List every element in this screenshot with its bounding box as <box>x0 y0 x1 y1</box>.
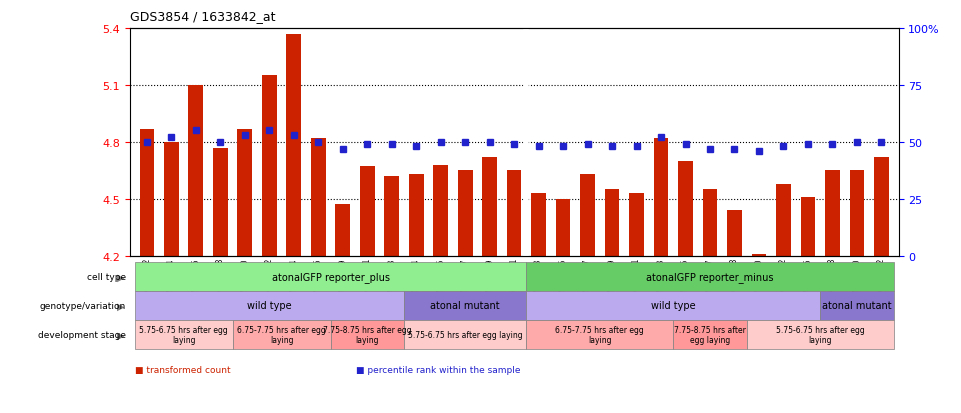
Bar <box>262 76 277 256</box>
Text: development stage: development stage <box>37 330 126 339</box>
Bar <box>384 176 399 256</box>
Bar <box>359 167 375 256</box>
Text: ▶: ▶ <box>117 301 125 311</box>
Bar <box>139 129 154 256</box>
Bar <box>213 148 228 256</box>
Text: genotype/variation: genotype/variation <box>39 301 126 310</box>
Text: wild type: wild type <box>247 301 291 311</box>
Bar <box>850 171 864 256</box>
Text: atonalGFP reporter_plus: atonalGFP reporter_plus <box>272 271 389 282</box>
Bar <box>506 171 522 256</box>
Bar <box>237 129 252 256</box>
Text: 7.75-8.75 hrs after egg
laying: 7.75-8.75 hrs after egg laying <box>323 325 411 344</box>
Text: atonal mutant: atonal mutant <box>822 301 892 311</box>
Text: 5.75-6.75 hrs after egg
laying: 5.75-6.75 hrs after egg laying <box>139 325 228 344</box>
Text: 6.75-7.75 hrs after egg
laying: 6.75-7.75 hrs after egg laying <box>555 325 644 344</box>
Bar <box>311 139 326 256</box>
Text: 6.75-7.75 hrs after egg
laying: 6.75-7.75 hrs after egg laying <box>237 325 326 344</box>
Bar <box>580 175 595 256</box>
Bar <box>604 190 620 256</box>
Text: ■ transformed count: ■ transformed count <box>135 365 231 374</box>
Bar <box>164 142 179 256</box>
Bar <box>776 184 791 256</box>
Text: GDS3854 / 1633842_at: GDS3854 / 1633842_at <box>130 10 275 23</box>
Text: ■ percentile rank within the sample: ■ percentile rank within the sample <box>356 365 520 374</box>
Text: 5.75-6.75 hrs after egg
laying: 5.75-6.75 hrs after egg laying <box>776 325 865 344</box>
Bar <box>286 35 301 256</box>
Bar <box>408 175 424 256</box>
Bar <box>678 161 693 256</box>
Text: atonal mutant: atonal mutant <box>431 301 500 311</box>
Bar <box>188 86 203 256</box>
Text: cell type: cell type <box>86 272 126 281</box>
Bar <box>482 158 497 256</box>
Text: 5.75-6.75 hrs after egg laying: 5.75-6.75 hrs after egg laying <box>407 330 523 339</box>
Bar <box>727 211 742 256</box>
Text: ▶: ▶ <box>117 272 125 282</box>
Bar <box>555 199 571 256</box>
Text: atonalGFP reporter_minus: atonalGFP reporter_minus <box>646 271 774 282</box>
Text: 7.75-8.75 hrs after
egg laying: 7.75-8.75 hrs after egg laying <box>674 325 746 344</box>
Text: wild type: wild type <box>651 301 696 311</box>
Text: ▶: ▶ <box>117 330 125 339</box>
Bar <box>801 197 815 256</box>
Bar <box>653 139 669 256</box>
Bar <box>531 194 546 256</box>
Bar <box>875 158 889 256</box>
Bar <box>702 190 717 256</box>
Bar <box>457 171 473 256</box>
Bar <box>752 254 766 256</box>
Bar <box>629 194 644 256</box>
Bar <box>825 171 840 256</box>
Bar <box>433 165 448 256</box>
Bar <box>335 205 350 256</box>
